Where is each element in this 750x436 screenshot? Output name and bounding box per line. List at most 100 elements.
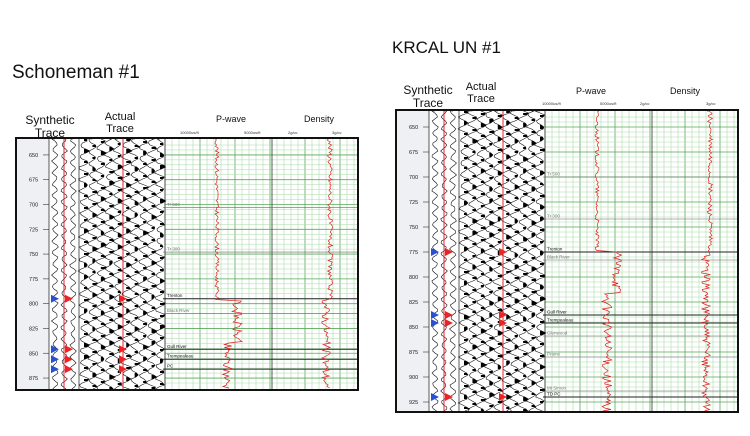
trace-fill [540,285,544,289]
trace-fill [480,147,486,149]
trace-fill [92,213,98,217]
trace-fill [514,311,520,313]
trace-fill [151,169,155,173]
trace-fill [100,243,107,247]
trace-fill [92,373,97,377]
trace-fill [100,267,107,269]
title-schoneman: Schoneman #1 [12,62,140,83]
trace-fill [531,279,536,281]
trace-fill [109,193,113,195]
trace-fill [531,187,536,191]
pwave-scale-min-left: 10000us/ft [180,130,199,135]
trace-fill [117,223,123,225]
trace-fill [100,311,105,315]
trace-fill [523,169,527,173]
trace-fill [134,225,140,227]
horizon-label: Mt Simon [547,386,567,391]
trace-fill [523,341,529,343]
trace-fill [464,351,468,353]
trace-fill [531,291,537,293]
trace-fill [497,171,503,175]
trace-fill [464,373,469,375]
trace-fill [109,295,115,299]
horizon-label: Trempealeau [547,318,574,323]
trace-fill [472,277,477,279]
trace-fill [514,231,520,233]
trace-fill [480,169,486,173]
trace-fill [160,269,164,271]
depth-label: 750 [29,252,38,258]
trace-fill [523,249,528,251]
trace-fill [143,335,147,337]
trace-fill [126,229,131,233]
trace-fill [540,297,546,301]
synthetic-trace [50,139,59,389]
trace-fill [464,305,469,307]
trace-fill [531,267,537,271]
trace-fill [523,203,529,207]
trace-fill [109,261,113,265]
depth-label: 700 [409,175,418,181]
horizon-arrow-red [119,355,127,364]
trace-fill [514,265,519,269]
trace-fill [506,339,511,341]
trace-fill [506,191,511,193]
horizon-arrow-red [499,319,507,327]
depth-label: 900 [409,375,418,381]
trace-fill [480,363,487,367]
trace-fill [523,375,527,377]
trace-fill [143,197,148,201]
depth-label: 775 [29,277,38,283]
trace-fill [84,173,89,175]
trace-fill [514,403,518,405]
trace-fill [143,255,148,257]
trace-fill [523,237,528,241]
trace-fill [523,353,528,355]
trace-fill [92,225,97,227]
trace-fill [126,253,130,255]
trace-fill [100,221,106,223]
trace-fill [151,319,157,321]
actual-trace [474,111,488,411]
trace-fill [143,175,148,177]
depth-label: 675 [409,150,418,156]
trace-fill [506,201,512,203]
trace-fill [92,271,96,273]
density-header-right: Density [669,86,700,96]
well-log-plot-right: 650 675 700 725 750 775 800 825 850 875 900 925 Tr 5… [397,111,737,411]
actual-trace [154,139,167,389]
trace-fill [472,403,477,405]
horizon-label: Trempealeau [167,354,194,359]
trace-fill [497,217,501,221]
horizon-arrow-red [65,355,73,364]
trace-fill [506,259,511,261]
trace-fill [531,393,536,395]
trace-fill [480,353,487,355]
trace-fill [472,357,477,359]
trace-fill [126,263,132,267]
trace-fill [134,293,140,295]
trace-fill [92,317,98,319]
trace-fill [523,157,529,161]
trace-fill [126,309,130,313]
trace-fill [92,145,97,147]
trace-fill [134,167,139,171]
trace-fill [126,149,132,153]
horizon-arrow-red [445,248,453,256]
trace-fill [160,211,164,213]
trace-fill [92,363,98,365]
trace-fill [117,199,123,203]
trace-fill [160,279,165,283]
horizon-label: Glenwood [547,331,568,336]
horizon-label: Gull River [547,310,567,315]
trace-fill [160,337,165,339]
trace-fill [143,209,148,211]
trace-fill [540,355,545,357]
trace-fill [497,377,502,379]
trace-fill [143,231,150,235]
trace-fill [497,241,502,243]
trace-fill [464,225,469,227]
depth-label: 875 [409,350,418,356]
trace-fill [117,291,122,293]
trace-fill [489,381,494,385]
